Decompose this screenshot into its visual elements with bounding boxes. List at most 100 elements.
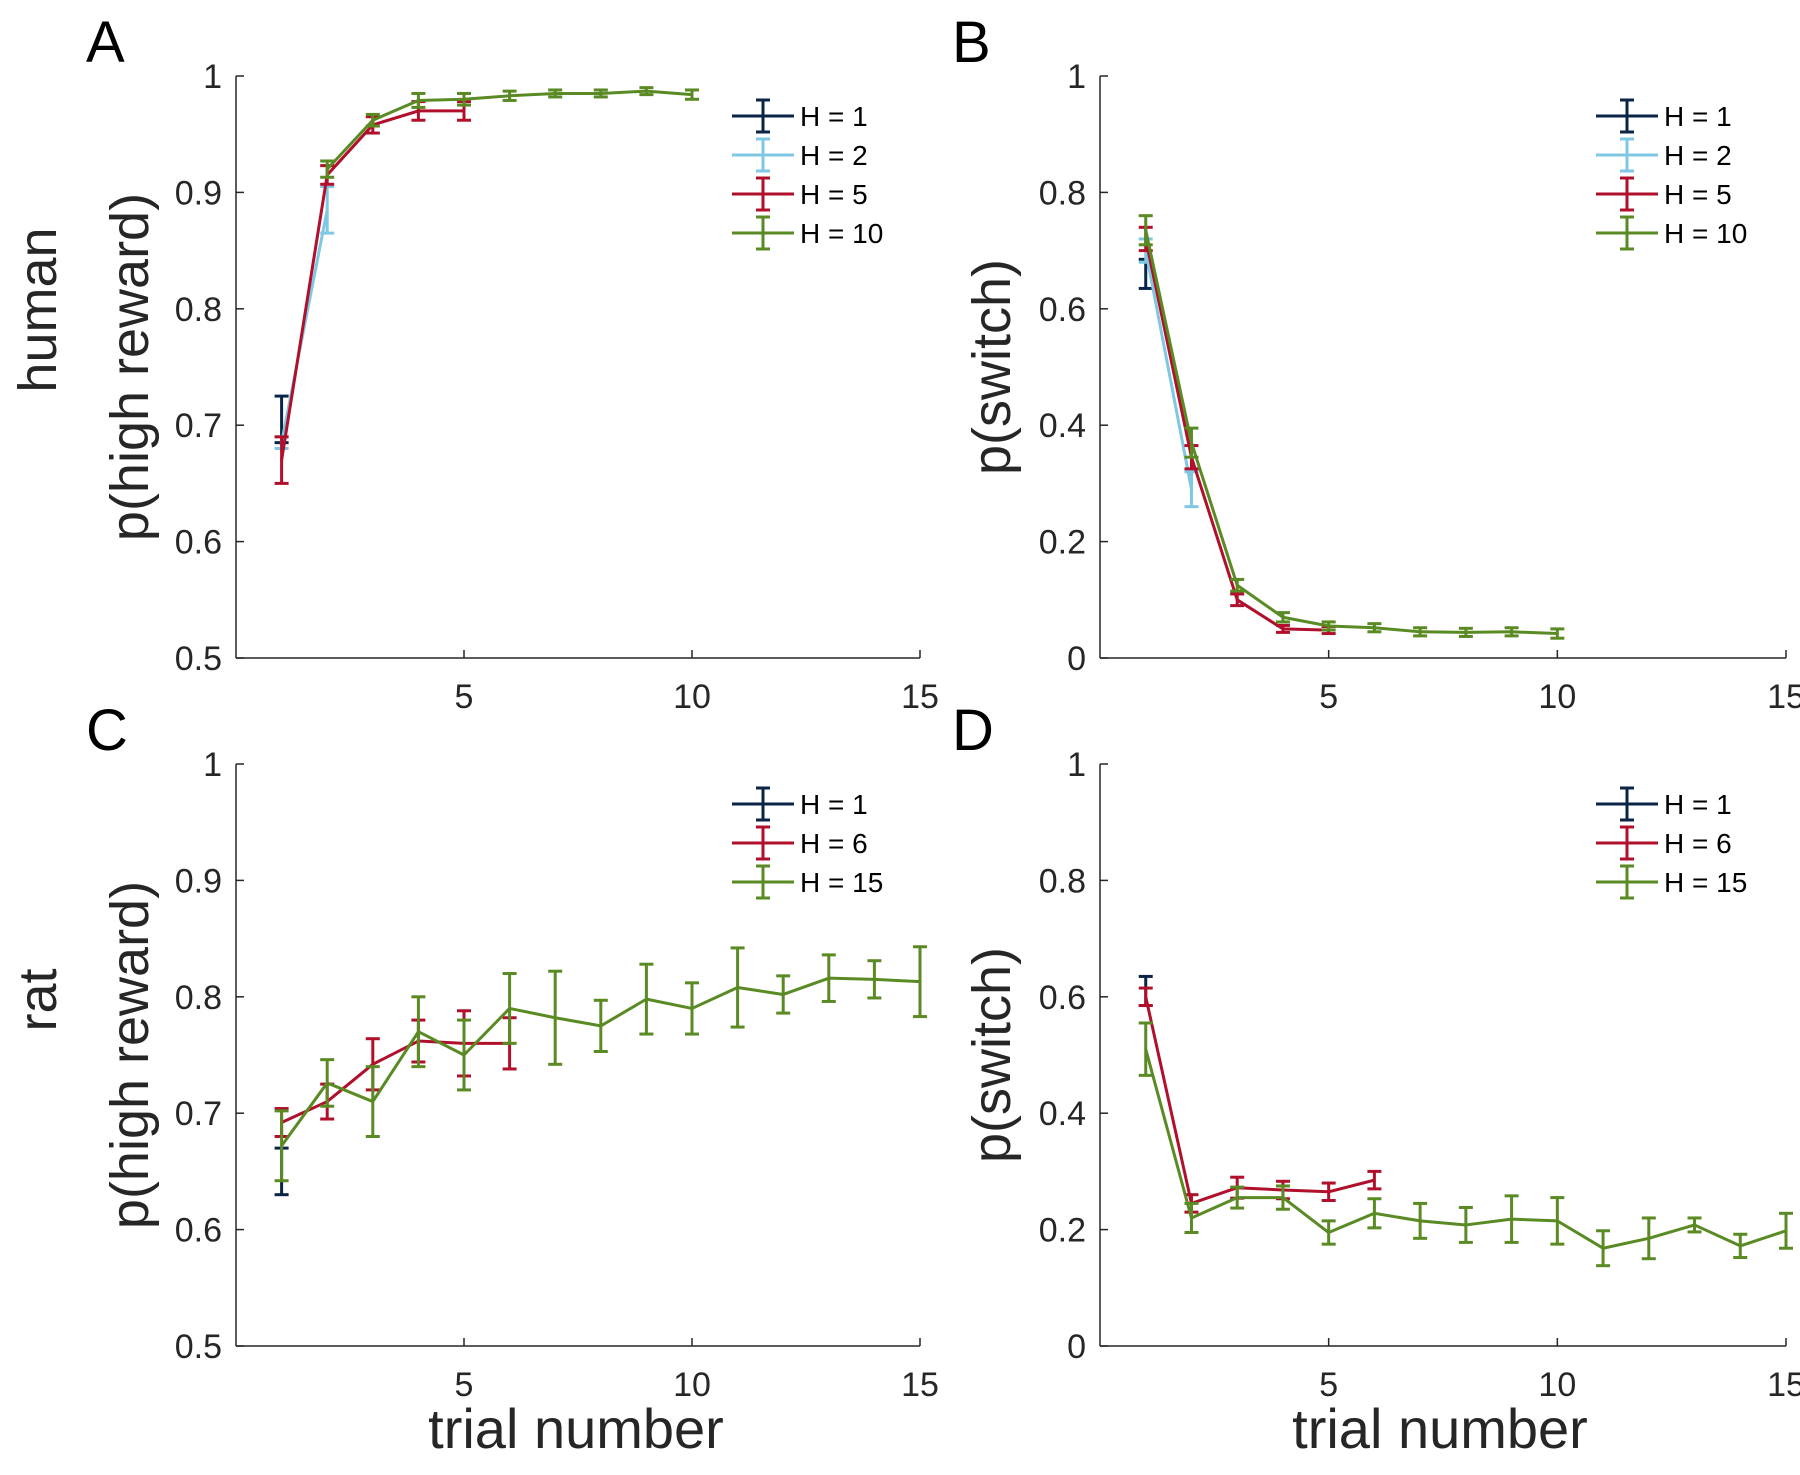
panel-d-errorbar [1687,1216,1702,1234]
panel-b-errorbar [1138,214,1153,247]
panel-d-series-h-15 [1138,1021,1793,1268]
panel-c-xtick-label: 5 [455,1366,474,1404]
panel-b-xtick-label: 5 [1319,678,1338,716]
panel-c-errorbar [913,945,927,1019]
panel-a-errorbar [639,86,654,97]
panel-a-legend-label-h-5: H = 5 [800,179,868,210]
panel-d-errorbar [1184,1201,1199,1235]
panel-a-line-h-5 [280,109,464,461]
panel-a: A0.50.60.70.80.915 10 15p(high reward)H = … [86,10,939,716]
panel-d-y-axis-label: p(switch) [962,947,1022,1163]
panel-d-errorbar [1458,1205,1473,1244]
panel-d-legend: H = 1 H = 6 H = 15 [1596,786,1747,900]
panel-c-legend-key-h-6 [732,825,794,861]
panel-b-series-h-10 [1138,214,1565,640]
panel-a-legend-label-h-2: H = 2 [800,140,868,171]
panel-c-ytick-label: 0.6 [175,1212,222,1250]
panel-b-errorbar [1275,611,1290,624]
panel-d-errorbar [1413,1201,1428,1240]
panel-d-errorbar [1321,1181,1336,1202]
panel-d-ytick-label: 0.2 [1039,1212,1086,1250]
panel-d-errorbar [1275,1184,1290,1211]
panel-d-ytick-label: 0 [1067,1328,1086,1366]
panel-c-errorbar [411,995,426,1069]
panel-b-legend-label-h-5: H = 5 [1664,179,1732,210]
panel-d-errorbar [1641,1216,1656,1261]
panel-c-ytick-label: 0.9 [175,862,222,900]
panel-a-legend-key-h-10 [732,215,794,251]
panel-b-legend-label-h-2: H = 2 [1664,140,1732,171]
panel-c-errorbar [502,972,517,1045]
panel-a-letter: A [86,10,125,75]
panel-b-series-h-2 [1138,237,1199,509]
panel-c-errorbar [821,953,836,1003]
panel-b-errorbar [1184,426,1199,459]
panel-a-errorbar [365,112,380,128]
panel-c-legend-key-h-1 [732,786,794,822]
panel-c-errorbar [274,1109,289,1183]
panel-b-legend-label-h-10: H = 10 [1664,218,1747,249]
panel-c-line-h-6 [280,1039,510,1124]
panel-c-letter: C [86,698,128,763]
panel-b-ytick-label: 0.4 [1039,407,1086,445]
panel-c-legend-label-h-15: H = 15 [800,867,883,898]
panel-d-errorbar [1138,986,1153,1008]
panel-c-series-h-15 [274,945,927,1183]
panel-d-legend-label-h-1: H = 1 [1664,789,1732,820]
panel-b-xtick-label: 15 [1767,678,1800,716]
panel-c-errorbar [867,959,882,1000]
panel-d-ytick-label: 0.8 [1039,862,1086,900]
panel-b-series-h-5 [1138,225,1336,636]
panel-a-errorbar [320,159,335,179]
panel-a-ytick-label: 0.7 [175,407,222,445]
panel-c-series-h-6 [274,1009,517,1138]
panel-c-ytick-label: 0.7 [175,1095,222,1133]
panel-a-errorbar [320,185,335,235]
panel-a-xtick-label: 10 [673,678,711,716]
panel-b-errorbar [1550,627,1565,640]
panel-a-errorbar [593,88,608,99]
panel-a-errorbar [274,435,289,485]
panel-d-errorbar [1321,1219,1336,1246]
panel-b-y-axis-label: p(switch) [962,259,1022,475]
panel-b-line-h-10 [1144,229,1558,636]
panel-d-series-h-6 [1138,986,1382,1214]
panel-a-errorbar [548,88,563,99]
x-axis-label-left: trial number [428,1397,724,1460]
panel-c-legend: H = 1 H = 6 H = 15 [732,786,883,900]
panel-c-errorbar [776,974,791,1015]
panel-b-ytick-label: 0.6 [1039,291,1086,329]
panel-b-errorbar [1413,626,1428,638]
panel-c-legend-label-h-1: H = 1 [800,789,868,820]
panel-a-series-h-10 [320,86,699,179]
panel-c-ytick-label: 1 [203,746,222,784]
panel-a-line-h-10 [326,89,693,171]
panel-b-legend-label-h-1: H = 1 [1664,101,1732,132]
panel-d-errorbar [1504,1194,1519,1244]
panel-a-legend-key-h-5 [732,176,794,212]
panel-b-legend-key-h-1 [1596,98,1658,134]
panel-d-errorbar [1596,1229,1611,1268]
panel-a-legend-key-h-1 [732,98,794,134]
panel-b-errorbar [1367,622,1382,634]
panel-d-legend-key-h-1 [1596,786,1658,822]
panel-a-ytick-label: 1 [203,58,222,96]
panel-c-errorbar [685,981,699,1036]
panel-c-errorbar [365,1065,380,1138]
row-label-human: human [8,227,68,392]
panel-c-errorbar [320,1058,335,1108]
panel-a-legend: H = 1 H = 2 H = 5 H = 10 [732,98,883,251]
panel-b-legend-key-h-5 [1596,176,1658,212]
panel-d-xtick-label: 10 [1538,1366,1576,1404]
panel-c-y-axis-label: p(high reward) [100,881,160,1229]
panel-b-errorbar [1321,620,1336,632]
panel-d-errorbar [1367,1169,1382,1191]
panel-d-errorbar [1779,1211,1793,1250]
panel-c-errorbar [730,946,745,1029]
panel-a-ytick-label: 0.6 [175,524,222,562]
panel-b-errorbar [1230,592,1245,608]
panel-b-line-h-2 [1144,250,1193,490]
panel-d-errorbar [1733,1232,1748,1260]
panel-b-errorbar [1275,623,1290,634]
